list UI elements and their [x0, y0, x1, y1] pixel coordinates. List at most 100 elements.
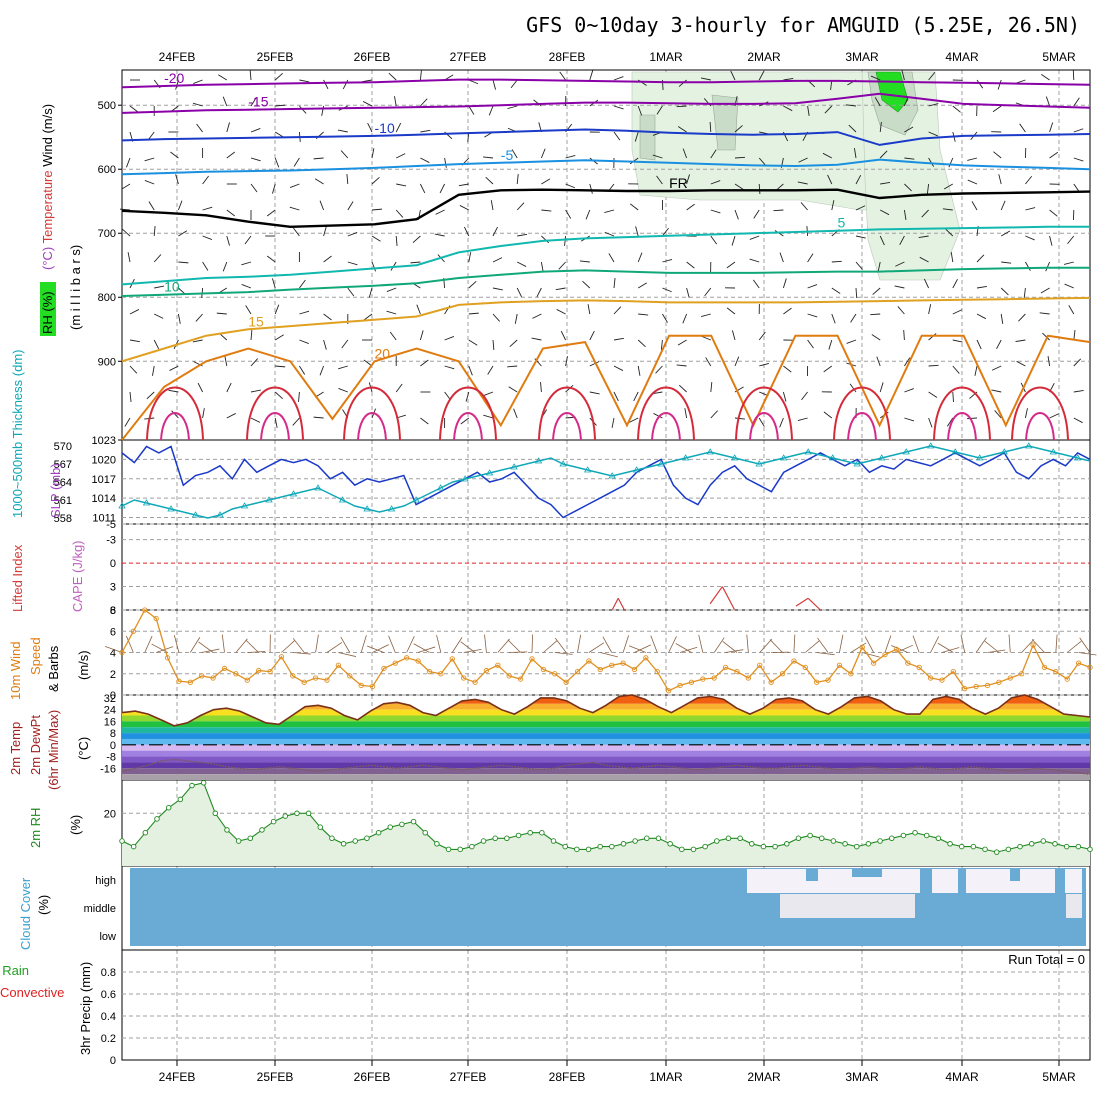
wind-barb	[1045, 261, 1051, 272]
wind-speed-point	[654, 668, 660, 675]
wind-speed-point	[358, 682, 364, 689]
wind-barb	[1024, 408, 1028, 419]
wind-barb	[386, 287, 397, 293]
wind-barb	[1047, 356, 1051, 367]
wind-barb	[1067, 235, 1075, 245]
wind-barb	[299, 365, 306, 375]
wind-barb	[827, 174, 833, 185]
wind-speed-point	[870, 660, 877, 666]
wind-barb	[540, 261, 544, 272]
wind-barb	[662, 287, 672, 293]
rh-point	[445, 846, 452, 853]
wind-barb-10m	[406, 636, 415, 653]
wind-barb	[468, 280, 477, 289]
wind-barb	[226, 382, 232, 393]
wind-barb	[444, 157, 447, 168]
wind-barb	[468, 79, 479, 85]
lifted-index-segment	[807, 597, 821, 611]
wind-barb	[589, 70, 594, 81]
wind-barb	[129, 105, 139, 113]
isotherm-label: -5	[501, 147, 514, 163]
thickness-tick-label: 567	[54, 459, 72, 471]
rh-point	[644, 835, 650, 842]
wind-barb	[507, 365, 518, 368]
wind-barb	[709, 121, 712, 133]
wind-speed-point	[620, 660, 626, 666]
wind-barb	[1049, 151, 1059, 159]
rh-point	[212, 810, 219, 817]
wind-barb	[513, 408, 518, 419]
date-label-bottom: 2MAR	[747, 1070, 781, 1084]
wind-barb	[734, 209, 739, 220]
wind-barb	[274, 417, 278, 428]
wind-speed-point	[506, 673, 512, 679]
wind-barb	[710, 235, 718, 245]
wind-barb	[613, 105, 624, 110]
rh-point	[142, 829, 149, 836]
wind-barb	[758, 70, 765, 81]
rh-point	[620, 841, 627, 847]
wind-barb	[241, 283, 252, 289]
wind-barb	[197, 382, 204, 393]
wind-barb	[1072, 69, 1075, 81]
wind-speed-point	[460, 675, 467, 681]
wind-barb	[362, 101, 373, 107]
temp-band	[122, 727, 1090, 734]
cloud-mid-fill	[1066, 894, 1082, 918]
wind-barb	[171, 410, 179, 419]
wind-barb-10m	[891, 645, 908, 653]
wind-barb	[899, 235, 905, 246]
rh-shade-mid	[711, 94, 739, 151]
rh-point	[539, 829, 545, 836]
wind-barb	[783, 307, 792, 315]
wind-barb	[347, 231, 358, 237]
wind-barb	[662, 313, 668, 323]
wind-barb	[313, 157, 324, 160]
wind-barb	[710, 180, 721, 185]
wind-barb	[555, 287, 566, 291]
wind-barb	[420, 98, 428, 107]
wind-barb	[516, 174, 519, 185]
wind-barb-10m	[602, 636, 613, 653]
wind-barb	[492, 257, 503, 263]
wind-barb	[468, 105, 475, 115]
rh-point	[434, 841, 440, 847]
wind-barb	[846, 104, 857, 107]
wind-barb	[226, 235, 230, 246]
wind-barb-10m	[1008, 634, 1011, 653]
rh-point	[550, 838, 557, 844]
wind-barb	[1041, 74, 1050, 81]
wind-barb	[637, 105, 643, 116]
wind-barb	[241, 261, 252, 266]
wind-speed-point	[586, 658, 592, 664]
wind-barb	[880, 181, 891, 185]
wind-speed-point	[950, 668, 956, 675]
rh-point	[375, 829, 382, 836]
isotherm-line	[121, 225, 1090, 286]
upper-air-ylabel: (°C) Temperature Wind (m/s) RH (%) (m i l…	[40, 104, 83, 336]
precip-tick-label: 0.4	[101, 1011, 116, 1023]
wind-barb-10m	[975, 637, 987, 653]
rh-point	[667, 841, 673, 847]
wind-barb-10m	[451, 637, 463, 653]
pressure-tick-label: 1023	[92, 435, 116, 447]
wind-barb-10m	[839, 634, 844, 653]
pressure-tick-label: 500	[98, 100, 116, 112]
wind-barb-10m	[675, 643, 692, 653]
rh-point	[993, 849, 1000, 855]
wind-barb	[730, 70, 736, 81]
wind-barb	[701, 335, 711, 341]
wind-barb-10m	[198, 641, 214, 653]
wind-barb	[323, 255, 332, 263]
wind-barb	[807, 313, 818, 318]
wind-barb	[853, 148, 857, 159]
wind-barb	[564, 235, 567, 246]
wind-barb	[734, 125, 743, 133]
wind-barb	[1049, 235, 1053, 246]
wind-barb	[371, 176, 380, 185]
wind-barb	[604, 231, 615, 237]
wind-barb	[758, 157, 767, 166]
wind-barb	[589, 183, 593, 194]
wind-barb	[444, 335, 455, 341]
wind-barb	[154, 285, 165, 289]
